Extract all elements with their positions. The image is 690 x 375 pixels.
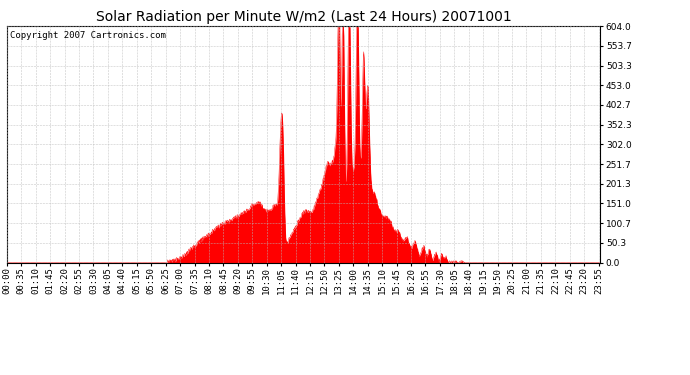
Title: Solar Radiation per Minute W/m2 (Last 24 Hours) 20071001: Solar Radiation per Minute W/m2 (Last 24… [96,10,511,24]
Text: Copyright 2007 Cartronics.com: Copyright 2007 Cartronics.com [10,31,166,40]
